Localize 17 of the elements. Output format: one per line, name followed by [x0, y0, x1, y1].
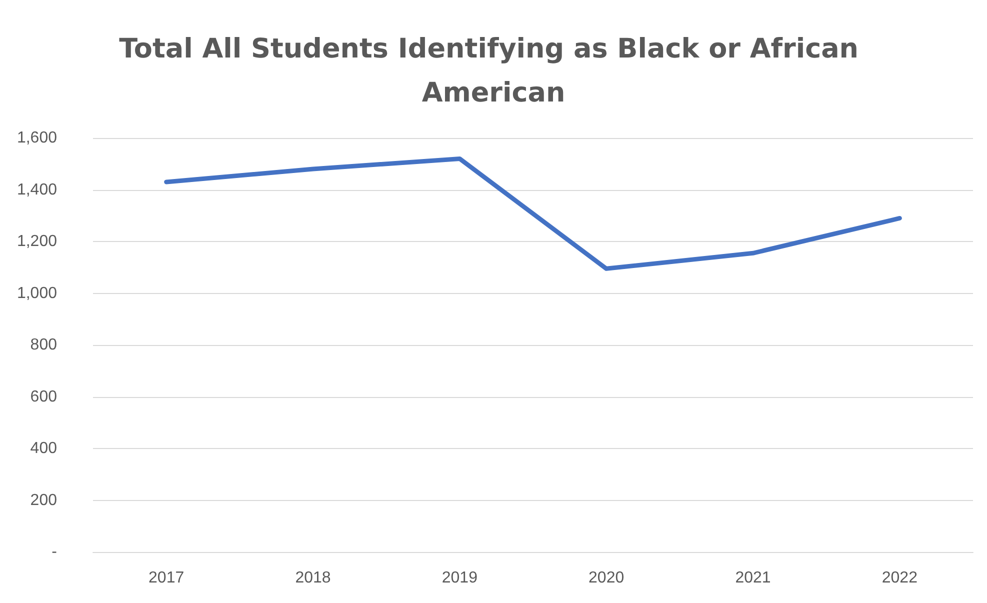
y-tick-label: 1,000 — [16, 284, 58, 302]
y-tick-label: 200 — [30, 492, 58, 509]
y-tick-label: 800 — [30, 336, 58, 354]
x-tick-label: 2020 — [588, 570, 624, 586]
x-tick-label: 2021 — [735, 570, 771, 586]
y-tick-label: 600 — [30, 388, 58, 406]
x-tick-label: 2017 — [148, 570, 184, 586]
x-tick-label: 2022 — [882, 570, 918, 586]
x-tick-label: 2018 — [295, 570, 331, 586]
y-tick-label: 1,200 — [16, 233, 58, 250]
y-tick-label: 1,400 — [16, 181, 58, 198]
y-tick-label: 1,600 — [16, 130, 58, 146]
line-series — [164, 156, 902, 271]
y-tick-label: 400 — [30, 440, 58, 457]
chart-title: Total All Students Identifying as Black or African American — [119, 34, 868, 108]
y-tick-label: - — [52, 544, 57, 560]
x-tick-label: 2019 — [442, 570, 478, 586]
